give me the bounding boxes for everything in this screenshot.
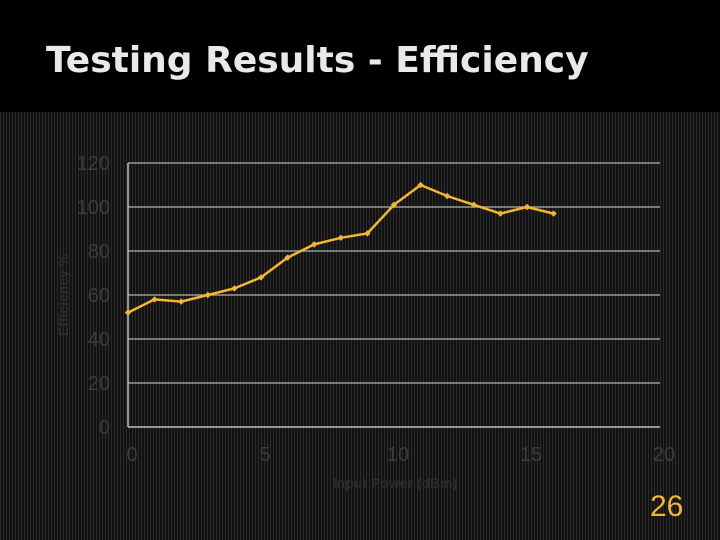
- y-tick-label: 120: [77, 153, 110, 175]
- data-point: [364, 230, 371, 237]
- data-point: [257, 274, 265, 281]
- x-tick-labels: 0 5 10 15 20: [126, 444, 675, 466]
- data-point: [284, 254, 291, 261]
- y-axis-label: Efficiency %: [55, 253, 71, 336]
- data-point: [523, 203, 531, 211]
- data-point: [204, 291, 211, 299]
- data-point: [124, 309, 132, 316]
- slide-content: [0, 112, 720, 540]
- data-point: [178, 298, 185, 305]
- slide-title: Testing Results - Efficiency: [46, 40, 589, 81]
- page-number: 26: [650, 490, 684, 523]
- x-tick-label: 15: [520, 444, 542, 466]
- y-tick-label: 80: [88, 241, 110, 263]
- data-point: [444, 192, 451, 200]
- data-point: [470, 201, 477, 208]
- data-series: [124, 181, 557, 316]
- data-point: [311, 241, 318, 248]
- title-bar: Testing Results - Efficiency: [0, 0, 720, 112]
- grid-lines: [128, 162, 660, 384]
- data-point: [151, 296, 158, 303]
- data-point: [231, 285, 238, 292]
- y-tick-label: 60: [88, 285, 110, 307]
- y-tick-label: 0: [99, 417, 110, 439]
- x-tick-label: 0: [126, 444, 137, 466]
- data-point: [550, 210, 557, 217]
- axes: [127, 163, 660, 428]
- y-tick-label: 20: [88, 373, 110, 395]
- y-tick-label: 40: [88, 329, 110, 351]
- y-tick-label: 100: [77, 197, 110, 219]
- x-axis-label: Input Power (dBm): [333, 475, 457, 491]
- data-point: [337, 234, 344, 241]
- x-tick-label: 5: [259, 444, 270, 466]
- data-point: [497, 210, 504, 217]
- data-point: [417, 181, 424, 189]
- series-line: [127, 183, 554, 314]
- y-tick-labels: 0 20 40 60 80 100 120: [77, 153, 110, 439]
- x-tick-label: 20: [653, 444, 675, 466]
- data-point: [390, 201, 398, 208]
- x-tick-label: 10: [387, 444, 409, 466]
